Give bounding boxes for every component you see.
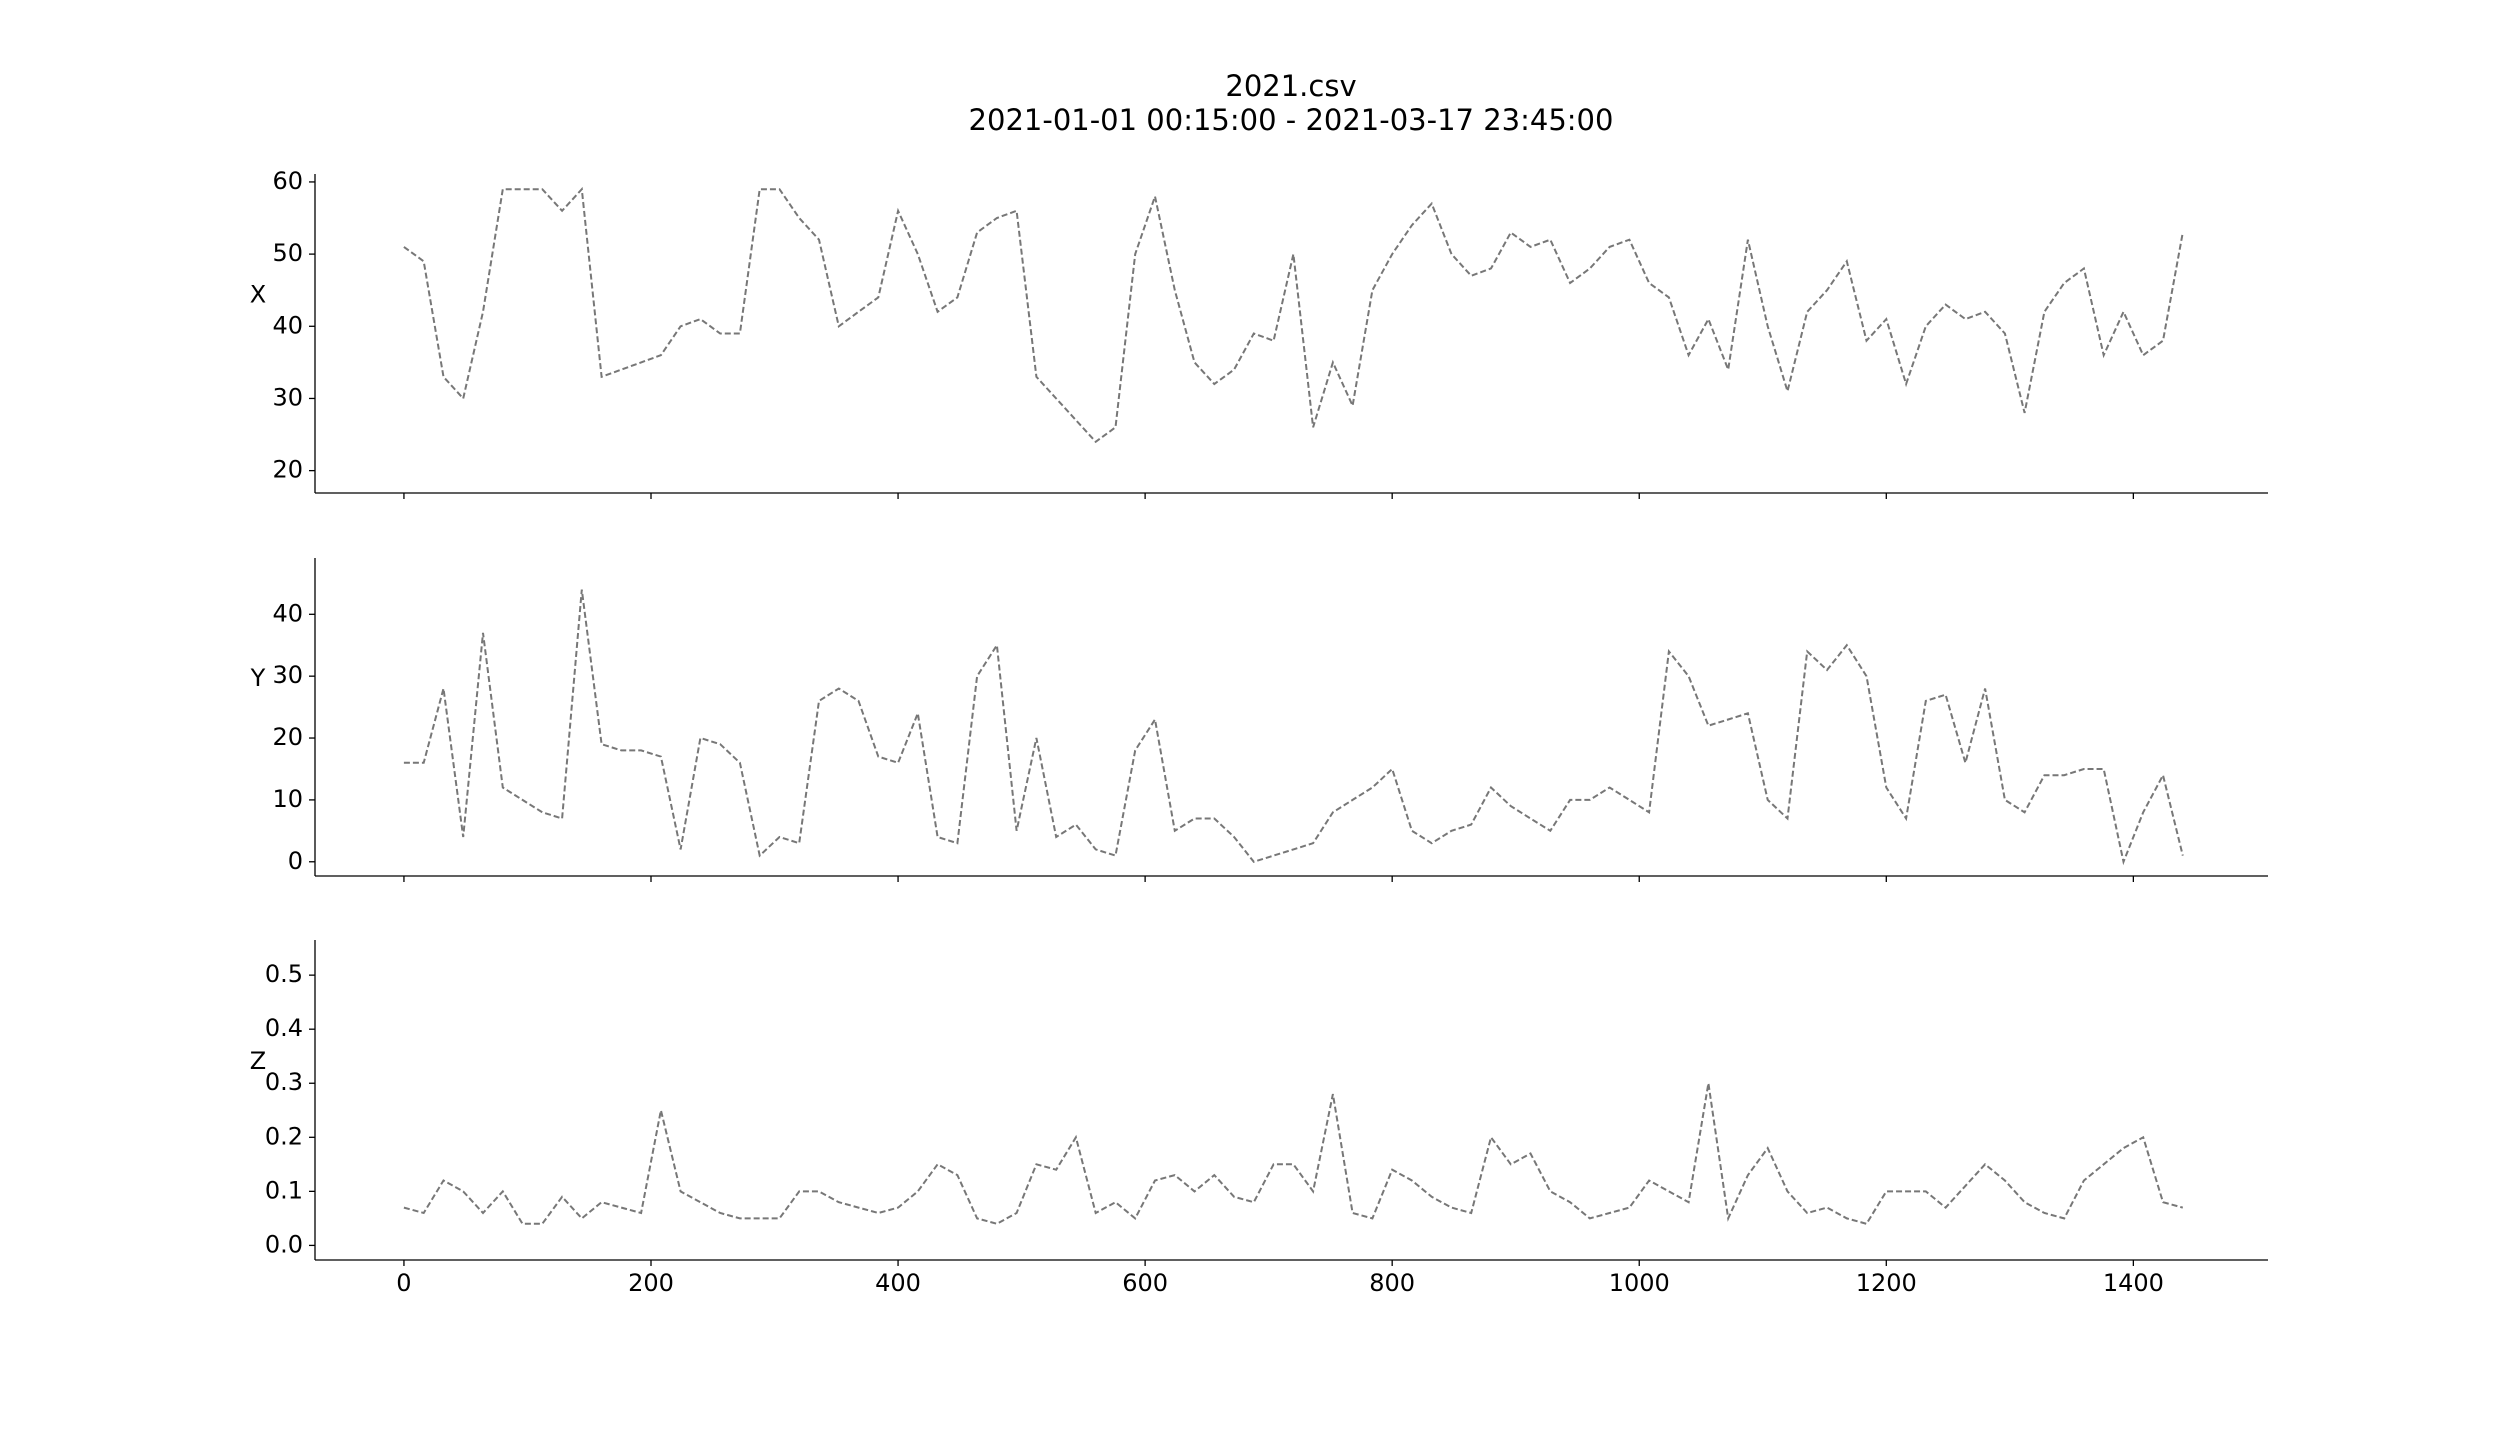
y-tick-label: 60: [272, 167, 303, 195]
x-tick-label: 1200: [1856, 1269, 1917, 1297]
y-tick-label: 40: [272, 599, 303, 627]
y-tick-label: 0.5: [265, 960, 303, 988]
chart-title: 2021.csv: [1225, 69, 1356, 103]
x-tick-label: 200: [628, 1269, 674, 1297]
data-line: [403, 1083, 2184, 1225]
y-tick-label: 0: [288, 847, 303, 875]
y-tick-label: 20: [272, 723, 303, 751]
data-line: [403, 186, 2184, 444]
x-tick-label: 400: [875, 1269, 921, 1297]
y-axis-label: Z: [250, 1047, 266, 1075]
y-tick-label: 0.2: [265, 1122, 303, 1150]
x-tick-label: 600: [1122, 1269, 1168, 1297]
y-tick-label: 30: [272, 661, 303, 689]
x-tick-label: 0: [396, 1269, 411, 1297]
y-tick-label: 50: [272, 239, 303, 267]
x-tick-label: 1000: [1609, 1269, 1670, 1297]
x-tick-label: 800: [1369, 1269, 1415, 1297]
y-tick-label: 0.0: [265, 1230, 303, 1258]
y-tick-label: 0.1: [265, 1176, 303, 1204]
y-axis-label: X: [250, 281, 266, 309]
y-tick-label: 30: [272, 383, 303, 411]
y-tick-label: 40: [272, 311, 303, 339]
y-tick-label: 20: [272, 456, 303, 484]
y-axis-label: Y: [250, 664, 266, 692]
y-tick-label: 0.4: [265, 1014, 303, 1042]
chart-subtitle: 2021-01-01 00:15:00 - 2021-03-17 23:45:0…: [969, 103, 1614, 137]
x-tick-label: 1400: [2103, 1269, 2164, 1297]
data-line: [403, 589, 2184, 866]
y-tick-label: 0.3: [265, 1068, 303, 1096]
y-tick-label: 10: [272, 785, 303, 813]
